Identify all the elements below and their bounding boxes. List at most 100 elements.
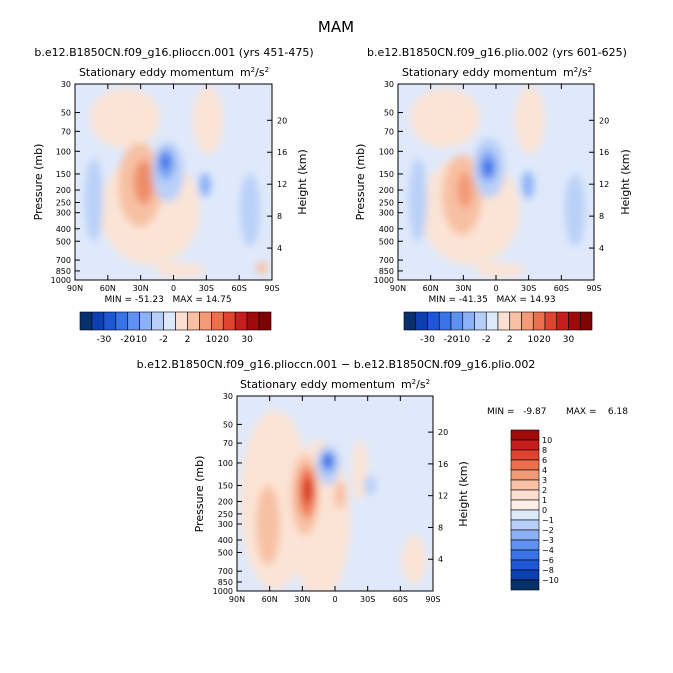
colorbar-swatch [187,311,200,331]
colorbar-swatch [79,311,93,331]
colorbar-swatch [579,311,593,331]
panel-difference: b.e12.B1850CN.f09_g16.plioccn.001 − b.e1… [137,358,629,604]
y-tick-label: 300 [379,209,394,218]
panel-difference-ylabel-right: Height (km) [457,461,470,527]
panel-difference-axes: 90N 60N 30N 0 30S 60S 90S 30 50 70 100 150 200 250300… [213,392,449,604]
y-tick-label: 700 [218,567,233,576]
x-tick-label: 90N [229,595,245,604]
y-tick-label: 50 [384,109,394,118]
colorbar-label: 10 [528,335,540,345]
colorbar-label: −1 [542,516,554,525]
panel-difference-case-title: b.e12.B1850CN.f09_g16.plioccn.001 − b.e1… [137,358,536,371]
y-tick-label: 100 [56,147,71,156]
colorbar-label: 0 [542,506,547,515]
y-tick-label: 250 [379,199,394,208]
y-right-tick-label: 16 [438,460,448,469]
colorbar-swatch [485,311,499,331]
y-tick-label: 400 [379,225,394,234]
y-tick-label: 400 [218,536,233,545]
colorbar-label: -2 [159,335,168,345]
colorbar-swatch [474,311,487,331]
x-tick-label: 90S [586,284,601,293]
colorbar-swatch [258,311,272,331]
x-tick-label: 0 [332,595,337,604]
panel-difference-contour-field [237,396,433,591]
y-tick-label: 50 [223,420,233,429]
panel-right-plot-title: Stationary eddy momentum m2/s2 [402,66,592,79]
x-tick-label: 30S [360,595,375,604]
colorbar-label: −8 [542,566,554,575]
y-right-tick-label: 20 [599,116,609,125]
y-tick-label: 850 [56,267,71,276]
x-tick-label: 30N [133,284,149,293]
y-tick-label: 70 [223,439,233,448]
colorbar-swatch [510,559,540,571]
colorbar-swatch [510,579,540,591]
colorbar-label: −10 [542,576,559,585]
colorbar-swatch [510,479,540,491]
x-tick-label: 30N [294,595,310,604]
x-tick-label: 30S [521,284,536,293]
colorbar-label: 30 [241,335,253,345]
panel-right-case-title: b.e12.B1850CN.f09_g16.plio.002 (yrs 601-… [367,46,627,59]
y-tick-label: 100 [218,459,233,468]
y-tick-label: 1000 [213,587,233,596]
colorbar-label: −6 [542,556,554,565]
colorbar-label: -10 [455,335,470,345]
y-right-tick-label: 12 [599,180,609,189]
colorbar-swatch [151,311,164,331]
panel-left-plot-title: Stationary eddy momentum m2/s2 [79,66,269,79]
panel-difference-stats-max: MAX = 6.18 [566,407,628,417]
y-right-tick-label: 8 [438,523,443,532]
x-tick-label: 30S [199,284,214,293]
colorbar-swatch [510,569,540,581]
y-tick-label: 500 [379,237,394,246]
colorbar-swatch [115,311,129,331]
colorbar-swatch [510,499,540,511]
x-tick-label: 60S [232,284,247,293]
y-tick-label: 50 [61,109,71,118]
y-tick-label: 150 [56,170,71,179]
y-tick-label: 300 [218,520,233,529]
y-tick-label: 1000 [374,276,394,285]
panel-right-ylabel: Pressure (mb) [354,144,367,221]
colorbar-swatch [510,539,540,551]
y-right-tick-label: 12 [277,180,287,189]
panel-left-contour-field [75,84,272,280]
colorbar-swatch [510,519,540,531]
y-tick-label: 200 [56,186,71,195]
panel-left-ylabel: Pressure (mb) [32,144,45,221]
y-tick-label: 30 [223,392,233,401]
x-tick-label: 60S [554,284,569,293]
y-tick-label: 30 [384,80,394,89]
y-tick-label: 850 [218,578,233,587]
y-tick-label: 500 [56,237,71,246]
y-right-tick-label: 20 [277,116,287,125]
colorbar-label: −2 [542,526,554,535]
panel-left-case-title: b.e12.B1850CN.f09_g16.plioccn.001 (yrs 4… [34,46,313,59]
panel-left-axes: 90N 60N 30N 0 30S 60S 90S 30 50 70 100 150 200 250300… [51,80,288,293]
y-tick-label: 150 [379,170,394,179]
y-tick-label: 200 [379,186,394,195]
colorbar-label: −3 [542,536,554,545]
colorbar-label: 10 [206,335,218,345]
y-tick-label: 100 [379,147,394,156]
colorbar-swatch [415,311,428,331]
colorbar-label: 8 [542,446,547,455]
x-tick-label: 60N [100,284,116,293]
colorbar-swatch [497,311,511,331]
y-tick-label: 30 [61,80,71,89]
colorbar-swatch [510,489,540,501]
colorbar-swatch [532,311,546,331]
y-right-tick-label: 4 [438,555,443,564]
x-tick-label: 60S [393,595,408,604]
panel-right: b.e12.B1850CN.f09_g16.plio.002 (yrs 601-… [354,46,632,345]
colorbar-swatch [450,311,464,331]
colorbar-swatch [510,529,540,541]
colorbar-label: -2 [482,335,491,345]
colorbar-label: -20 [444,335,459,345]
colorbar-swatch [91,311,105,331]
y-right-tick-label: 16 [277,148,287,157]
panel-left-colorbar: -30 -20-10 -2 2 10 20 30 [79,311,272,345]
y-right-tick-label: 8 [599,212,604,221]
